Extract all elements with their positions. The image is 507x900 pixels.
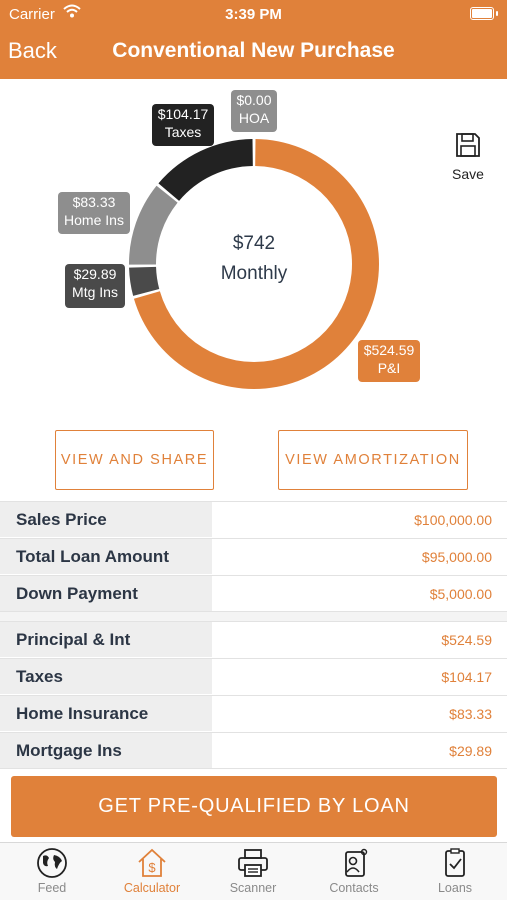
slice-name-mtg-ins: Mtg Ins — [72, 284, 118, 300]
slice-label-pi: $524.59 P&I — [358, 340, 420, 382]
slice-name-home-ins: Home Ins — [64, 212, 124, 228]
slice-label-mtg-ins: $29.89 Mtg Ins — [65, 264, 125, 308]
tab-label: Contacts — [329, 881, 379, 895]
status-bar: Carrier 3:39 PM — [0, 0, 507, 30]
view-and-share-button[interactable]: VIEW AND SHARE — [55, 430, 214, 490]
tab-bar: Feed $ Calculator Scanner Contacts — [0, 842, 507, 900]
carrier-label: Carrier — [9, 6, 55, 23]
status-time: 3:39 PM — [225, 6, 282, 23]
row-label: Principal & Int — [16, 630, 131, 649]
navigation-bar: Carrier 3:39 PM Back Conventional New Pu… — [0, 0, 507, 79]
house-dollar-icon: $ — [138, 848, 166, 877]
row-value: $524.59 — [441, 632, 492, 648]
tab-contacts[interactable]: Contacts — [309, 847, 399, 895]
battery-icon — [470, 7, 498, 20]
monthly-total: $742 — [232, 233, 276, 254]
tab-label: Calculator — [123, 881, 181, 895]
slice-label-home-ins: $83.33 Home Ins — [58, 192, 130, 234]
tab-label: Feed — [37, 881, 67, 895]
slice-name-taxes: Taxes — [164, 124, 202, 140]
slice-name-pi: P&I — [377, 360, 401, 376]
wifi-icon — [63, 4, 81, 22]
row-label: Home Insurance — [16, 704, 149, 723]
slice-value-home-ins: $83.33 — [72, 194, 116, 210]
slice-label-taxes: $104.17 Taxes — [152, 104, 214, 146]
save-button[interactable]: Save — [449, 132, 487, 182]
table-row-taxes: Taxes $104.17 — [0, 658, 507, 694]
table-row-total-loan-amount: Total Loan Amount $95,000.00 — [0, 538, 507, 574]
donut-chart — [129, 139, 380, 390]
svg-text:$: $ — [148, 860, 156, 875]
payment-breakdown-chart — [0, 80, 507, 410]
document-check-icon — [445, 848, 465, 877]
tab-feed[interactable]: Feed — [7, 847, 97, 895]
contacts-icon — [345, 848, 368, 877]
get-pre-qualified-button[interactable]: GET PRE-QUALIFIED BY LOAN — [11, 776, 497, 837]
view-amortization-button[interactable]: VIEW AMORTIZATION — [278, 430, 468, 490]
table-row-mortgage-ins: Mortgage Ins $29.89 — [0, 732, 507, 769]
row-label: Mortgage Ins — [16, 741, 122, 760]
monthly-label: Monthly — [220, 263, 288, 284]
globe-icon — [37, 848, 67, 878]
slice-name-hoa: HOA — [238, 110, 270, 126]
table-row-principal-int: Principal & Int $524.59 — [0, 621, 507, 657]
row-value: $104.17 — [441, 669, 492, 685]
slice-value-mtg-ins: $29.89 — [73, 266, 117, 282]
page-title: Conventional New Purchase — [112, 39, 395, 62]
save-label: Save — [452, 166, 484, 182]
tab-loans[interactable]: Loans — [410, 847, 500, 895]
row-value[interactable]: $100,000.00 — [414, 512, 492, 528]
row-label: Sales Price — [16, 510, 107, 529]
donut-slice-taxes — [158, 139, 253, 201]
table-row-down-payment: Down Payment $5,000.00 — [0, 575, 507, 611]
row-value[interactable]: $5,000.00 — [429, 586, 492, 602]
tab-calculator[interactable]: $ Calculator — [107, 847, 197, 895]
table-row-home-insurance: Home Insurance $83.33 — [0, 695, 507, 731]
tab-label: Loans — [437, 881, 473, 895]
donut-slice-home-ins — [129, 185, 178, 265]
slice-label-hoa: $0.00 HOA — [231, 90, 277, 132]
row-value: $29.89 — [449, 743, 492, 759]
row-value: $83.33 — [449, 706, 492, 722]
donut-slice-mtg-ins — [129, 266, 160, 296]
tab-label: Scanner — [229, 881, 277, 895]
tab-scanner[interactable]: Scanner — [208, 847, 298, 895]
slice-value-taxes: $104.17 — [157, 106, 209, 122]
back-button[interactable]: Back — [8, 38, 57, 63]
slice-value-hoa: $0.00 — [236, 92, 272, 108]
row-label: Taxes — [16, 667, 63, 686]
floppy-disk-icon — [456, 133, 480, 157]
row-value[interactable]: $95,000.00 — [421, 549, 492, 565]
row-label: Down Payment — [16, 584, 138, 603]
printer-icon — [238, 849, 268, 877]
section-divider — [0, 611, 507, 621]
table-row-sales-price: Sales Price $100,000.00 — [0, 501, 507, 537]
slice-value-pi: $524.59 — [363, 342, 415, 358]
row-label: Total Loan Amount — [16, 547, 169, 566]
